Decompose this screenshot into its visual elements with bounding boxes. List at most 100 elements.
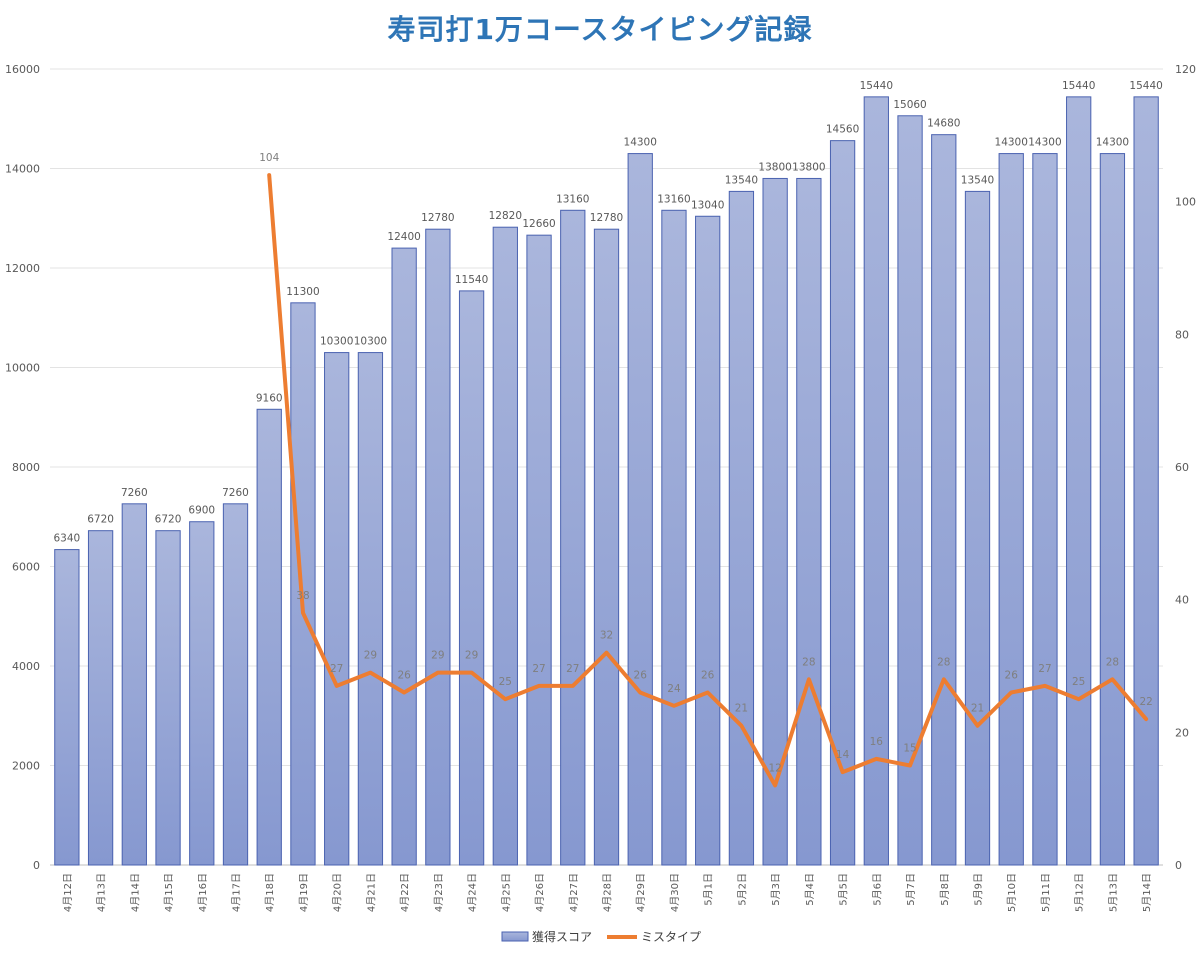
x-tick-label: 4月30日 [669,873,681,912]
y-right-tick-label: 120 [1175,63,1196,76]
line-data-label: 27 [566,663,579,675]
bar-data-label: 15440 [1062,80,1095,92]
bar [1099,153,1126,866]
x-tick-label: 4月25日 [500,873,512,912]
line-data-label: 25 [499,676,512,688]
bar [627,153,653,866]
x-tick-label: 4月26日 [534,873,546,912]
line-data-label: 29 [465,650,478,662]
bar-data-label: 14560 [826,124,859,136]
line-point [1144,717,1148,721]
line-data-label: 21 [735,703,748,715]
line-point [537,684,541,688]
legend-line-label: ミスタイプ [641,930,701,944]
line-point [335,684,339,688]
line-data-label: 27 [1038,663,1051,675]
bar [54,549,80,866]
x-tick-label: 4月21日 [365,873,377,912]
line-data-label: 32 [600,630,613,642]
line-data-label: 28 [802,656,815,668]
y-right-tick-label: 60 [1175,461,1189,474]
bar-data-label: 13540 [725,174,758,186]
line-data-label: 104 [259,152,279,164]
line-series [267,173,1149,788]
bar [863,96,889,866]
bar [155,530,181,866]
bar-data-label: 6340 [53,533,80,545]
line-data-label: 16 [870,736,884,748]
bar [762,177,788,866]
bar [1133,96,1159,866]
x-tick-label: 5月11日 [1040,873,1052,912]
line-point [1043,684,1047,688]
x-tick-label: 4月27日 [568,873,580,912]
y-right-tick-label: 0 [1175,859,1182,872]
bar-data-label: 12780 [590,212,623,224]
x-tick-label: 5月9日 [973,873,985,906]
bar [964,190,991,866]
bar-data-label: 13040 [691,199,724,211]
x-tick-label: 4月28日 [602,873,614,912]
line-point [503,697,507,701]
bar-data-label: 7260 [222,487,249,499]
x-tick-label: 4月18日 [264,873,276,912]
legend-bar-swatch [501,931,529,942]
line-data-label: 29 [431,650,444,662]
bar-data-label: 6720 [87,514,114,526]
x-tick-label: 5月13日 [1107,873,1119,912]
bar-data-label: 13800 [792,161,825,173]
bar [796,177,822,866]
line-point [672,704,676,708]
bar [222,503,249,866]
x-tick-label: 5月8日 [939,873,951,906]
y-right-tick-label: 20 [1175,726,1189,739]
x-tick-label: 5月2日 [736,873,748,906]
line-point [638,691,642,695]
x-tick-label: 4月16日 [197,873,209,912]
bar-data-label: 15440 [1129,80,1162,92]
bar [1032,153,1058,866]
y-left-tick-label: 6000 [12,561,40,574]
line-data-label: 15 [903,743,916,755]
bar-data-label: 12820 [489,210,522,222]
bar [695,215,721,866]
line-point [874,757,878,761]
line-data-label: 29 [364,650,377,662]
bar [560,209,586,866]
bar [661,209,687,866]
line-point [436,671,440,675]
bar [931,134,957,866]
x-tick-label: 5月5日 [838,873,850,906]
y-left-tick-label: 10000 [5,362,40,375]
line-point [773,783,777,787]
bar-data-label: 14300 [624,137,657,149]
bar-data-label: 14680 [927,118,960,130]
bar-data-label: 10300 [320,336,353,348]
legend: 獲得スコア ミスタイプ [501,929,701,944]
line-point [807,677,811,681]
line-data-label: 12 [768,762,781,774]
bar-data-label: 14300 [1096,137,1129,149]
x-tick-label: 4月19日 [298,873,310,912]
line-point [402,691,406,695]
y-left-tick-label: 14000 [5,163,40,176]
bar-data-label: 13160 [556,193,589,205]
bar-data-label: 10300 [354,336,387,348]
y-right-tick-label: 100 [1175,196,1196,209]
line-point [1077,697,1081,701]
x-tick-label: 4月24日 [467,873,479,912]
bar [87,530,114,866]
line-point [739,724,743,728]
y-left-tick-label: 12000 [5,262,40,275]
bar-data-label: 13160 [657,193,690,205]
bar-data-label: 13800 [758,161,791,173]
line-data-label: 27 [330,663,343,675]
x-tick-label: 5月7日 [905,873,917,906]
line-data-label: 26 [634,670,648,682]
bar [121,503,147,866]
x-tick-label: 4月22日 [399,873,411,912]
line-data-label: 28 [937,656,950,668]
x-tick-label: 5月10日 [1006,873,1018,912]
y-right-tick-label: 80 [1175,328,1189,341]
